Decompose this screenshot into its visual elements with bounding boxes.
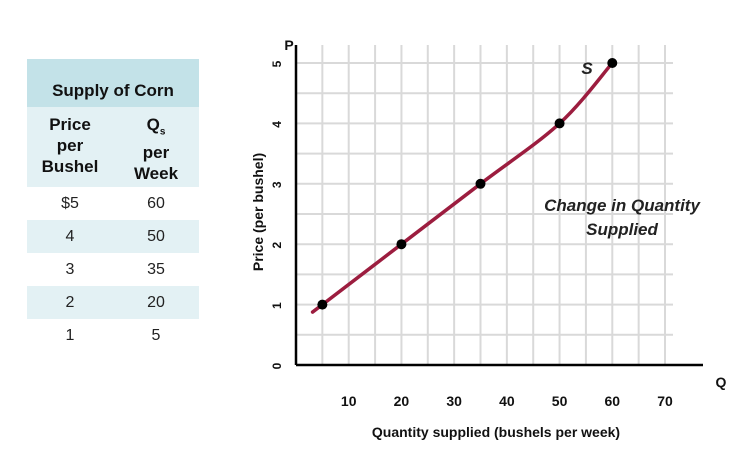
- x-axis-label: Quantity supplied (bushels per week): [372, 424, 620, 440]
- y-tick-label: 2: [270, 242, 284, 249]
- table-title: Supply of Corn: [27, 59, 199, 107]
- y-axis-symbol: P: [284, 37, 293, 53]
- table-row: 1 5: [27, 319, 199, 352]
- quantity-cell: 60: [147, 194, 165, 212]
- header-price: Price per Bushel: [27, 107, 113, 187]
- x-tick-label: 40: [499, 393, 515, 409]
- x-tick-label: 20: [394, 393, 410, 409]
- header-qty-line2: per: [142, 143, 170, 163]
- header-qty-subscript: s: [159, 126, 166, 138]
- header-price-line1: Price: [49, 115, 91, 134]
- price-cell: 4: [65, 227, 75, 245]
- table-row: $5 60: [27, 187, 199, 220]
- table-row: 4 50: [27, 220, 199, 253]
- data-point: [607, 58, 618, 68]
- header-qty-line3: Week: [133, 164, 179, 184]
- chart-axes: [294, 45, 703, 367]
- price-cell: $5: [61, 194, 79, 212]
- y-tick-label: 1: [270, 302, 284, 309]
- price-cell: 2: [65, 293, 75, 311]
- table-row: 2 20: [27, 286, 199, 319]
- data-point: [554, 118, 565, 129]
- data-point: [475, 178, 486, 189]
- x-tick-label: 70: [657, 393, 673, 409]
- quantity-cell: 5: [151, 326, 161, 344]
- annotation-line-2: Supplied: [586, 220, 658, 239]
- chart-tick-labels: 10 20 30 40 50 60 70 0 1 2 3 4 5: [270, 60, 673, 409]
- x-axis-symbol: Q: [716, 374, 727, 390]
- price-cell: 3: [65, 260, 75, 278]
- quantity-cell: 50: [147, 227, 165, 245]
- supply-table: Supply of Corn Price per Bushel Qs per W…: [27, 59, 199, 359]
- x-tick-label: 60: [604, 393, 620, 409]
- header-price-line2: per: [56, 136, 84, 155]
- y-tick-label: 5: [270, 60, 284, 67]
- header-price-line3: Bushel: [41, 157, 99, 176]
- x-tick-label: 50: [552, 393, 568, 409]
- data-point: [396, 239, 407, 250]
- annotation-line-1: Change in Quantity: [544, 196, 701, 215]
- table-row: 3 35: [27, 253, 199, 286]
- y-tick-label: 0: [270, 362, 284, 369]
- x-tick-label: 30: [446, 393, 462, 409]
- table-header: Price per Bushel Qs per Week: [27, 107, 199, 187]
- series-layer: [310, 58, 618, 314]
- price-cell: 1: [65, 326, 75, 344]
- x-tick-label: 10: [341, 393, 357, 409]
- chart-grid: [296, 45, 673, 365]
- header-quantity: Qs per Week: [113, 107, 199, 187]
- y-tick-label: 3: [270, 181, 284, 188]
- quantity-cell: 35: [147, 260, 165, 278]
- header-qty-symbol: Q: [146, 115, 160, 134]
- y-axis-label: Price (per bushel): [250, 153, 266, 271]
- quantity-cell: 20: [147, 293, 165, 311]
- header-qty-line1: Qs: [113, 114, 199, 142]
- y-tick-label: 4: [270, 121, 284, 128]
- data-point: [317, 299, 328, 310]
- series-label-s: S: [581, 59, 593, 78]
